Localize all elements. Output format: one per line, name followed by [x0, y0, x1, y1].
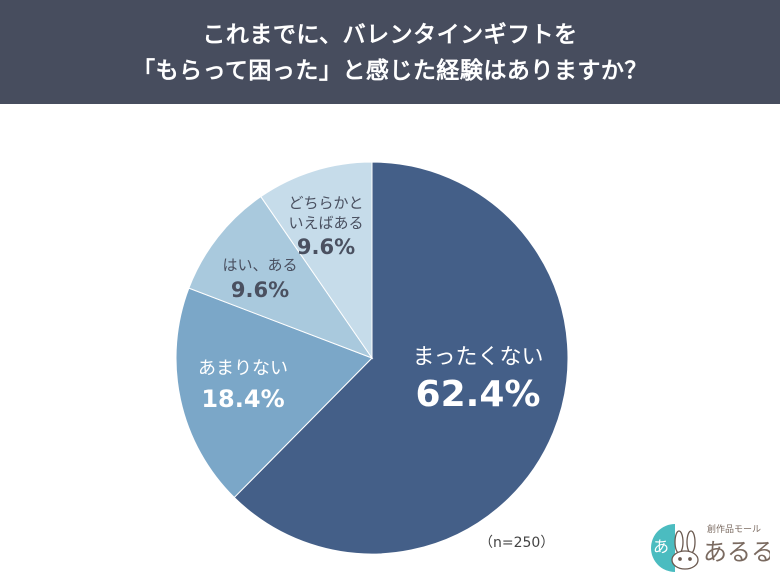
title-line-2: 「もらって困った」と感じた経験はありますか？ — [132, 58, 648, 84]
pie-slices — [175, 161, 569, 555]
label-mattaku-nai: まったくない 62.4% — [412, 345, 544, 415]
label-amari-nai: あまりない 18.4% — [198, 358, 288, 413]
pie-slice-1 — [233, 161, 569, 555]
logo-name: あるる — [703, 538, 770, 566]
logo-tagline: 創作品モール — [707, 523, 761, 535]
title-line-1: これまでに、バレンタインギフトを — [202, 22, 578, 48]
logo-graphic: あ 創作品モール あるる — [651, 523, 775, 572]
logo-teal-circle — [651, 524, 675, 572]
logo-badge-char: あ — [653, 537, 669, 556]
sample-size-note: （n=250） — [479, 535, 555, 551]
pie-slice-3 — [188, 195, 374, 360]
chart-title-banner: これまでに、バレンタインギフトを 「もらって困った」と感じた経験はありますか？ — [0, 0, 780, 104]
pie-slice-4 — [260, 161, 373, 360]
label-dochiraka-aru: どちらかと いえばある 9.6% — [288, 194, 364, 259]
label-hai-aru: はい、ある 9.6% — [222, 256, 298, 302]
pie-slice-2 — [175, 287, 373, 499]
brand-logo: あ 創作品モール あるる — [645, 520, 775, 572]
rabbit-icon — [671, 530, 699, 570]
